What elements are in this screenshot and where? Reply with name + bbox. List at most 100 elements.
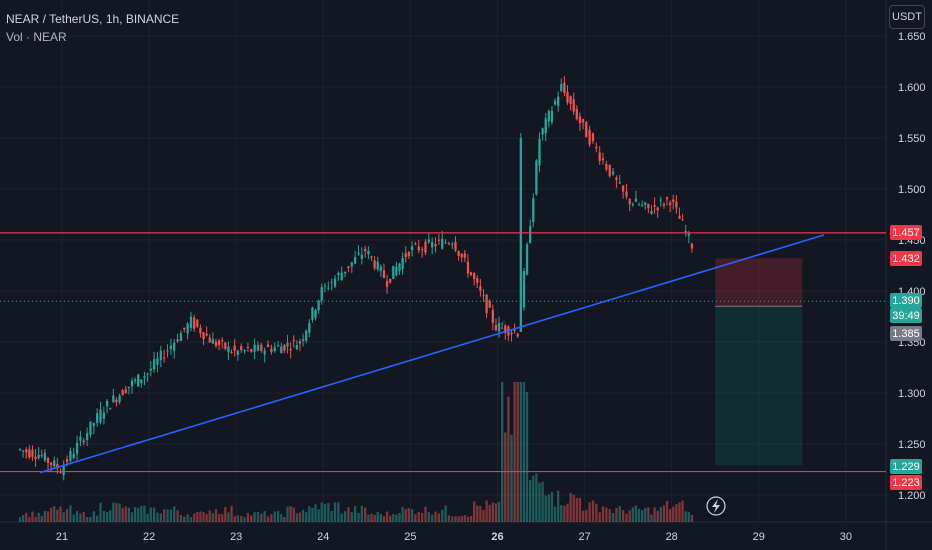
volume-legend[interactable]: Vol · NEAR [6, 30, 67, 44]
candle-body[interactable] [240, 346, 243, 351]
candle-body[interactable] [566, 92, 569, 103]
candle-body[interactable] [656, 207, 659, 211]
candle-body[interactable] [250, 349, 253, 352]
candle-body[interactable] [460, 253, 463, 258]
candle-body[interactable] [665, 197, 669, 200]
candle-body[interactable] [650, 210, 653, 214]
candle-body[interactable] [176, 339, 179, 342]
candle-body[interactable] [687, 232, 690, 236]
candle-body[interactable] [395, 266, 398, 276]
candle-body[interactable] [357, 252, 360, 254]
candle-body[interactable] [479, 286, 482, 291]
candle-body[interactable] [501, 327, 504, 329]
candle-body[interactable] [463, 253, 466, 258]
candle-body[interactable] [256, 344, 260, 351]
candle-body[interactable] [625, 191, 628, 197]
candle-body[interactable] [146, 373, 149, 375]
candle-body[interactable] [591, 133, 595, 142]
candle-body[interactable] [535, 160, 538, 195]
candle-body[interactable] [208, 337, 211, 343]
candle-body[interactable] [159, 350, 162, 361]
candle-body[interactable] [532, 198, 535, 223]
candle-body[interactable] [644, 202, 647, 205]
candle-body[interactable] [634, 198, 638, 202]
candle-body[interactable] [227, 346, 230, 353]
candle-body[interactable] [273, 347, 276, 352]
candle-body[interactable] [121, 390, 124, 396]
candle-body[interactable] [193, 317, 196, 329]
candle-body[interactable] [105, 400, 109, 407]
candle-body[interactable] [373, 260, 376, 269]
candle-body[interactable] [529, 226, 532, 243]
candle-body[interactable] [62, 465, 65, 476]
candle-body[interactable] [320, 287, 323, 301]
candle-body[interactable] [253, 344, 256, 352]
candle-body[interactable] [547, 110, 550, 122]
candle-body[interactable] [595, 146, 598, 149]
candle-body[interactable] [37, 454, 40, 459]
candle-body[interactable] [560, 84, 563, 91]
candle-body[interactable] [305, 330, 308, 341]
candle-body[interactable] [327, 287, 330, 289]
candle-body[interactable] [476, 278, 479, 283]
candle-body[interactable] [143, 376, 146, 378]
candle-body[interactable] [28, 449, 31, 458]
candle-body[interactable] [427, 239, 430, 243]
candle-body[interactable] [246, 347, 250, 349]
candle-body[interactable] [417, 246, 420, 251]
candle-body[interactable] [217, 340, 221, 346]
candle-body[interactable] [437, 239, 441, 241]
candle-body[interactable] [410, 246, 414, 251]
candle-body[interactable] [364, 248, 367, 252]
candle-body[interactable] [653, 205, 656, 207]
candle-body[interactable] [675, 201, 678, 208]
candle-body[interactable] [572, 99, 575, 112]
candle-body[interactable] [137, 374, 140, 387]
candle-body[interactable] [214, 341, 218, 347]
candle-body[interactable] [31, 449, 34, 457]
candle-body[interactable] [557, 96, 560, 106]
candle-body[interactable] [420, 249, 424, 251]
candle-body[interactable] [385, 280, 389, 287]
candle-body[interactable] [283, 344, 286, 351]
candle-body[interactable] [127, 386, 131, 389]
candle-body[interactable] [398, 263, 401, 271]
candle-body[interactable] [179, 333, 183, 341]
candle-body[interactable] [538, 139, 541, 166]
candle-body[interactable] [659, 199, 662, 201]
candle-body[interactable] [588, 129, 591, 145]
candle-body[interactable] [491, 310, 494, 323]
candle-body[interactable] [407, 252, 410, 257]
candle-body[interactable] [370, 256, 373, 258]
candle-body[interactable] [672, 199, 675, 202]
candle-body[interactable] [109, 408, 112, 410]
candle-body[interactable] [444, 242, 447, 244]
candle-body[interactable] [205, 333, 208, 336]
trend-line[interactable] [39, 234, 825, 474]
candle-body[interactable] [133, 379, 137, 381]
candle-body[interactable] [173, 342, 176, 351]
candle-body[interactable] [550, 110, 554, 122]
candle-body[interactable] [69, 451, 72, 461]
candle-body[interactable] [522, 270, 526, 308]
candle-body[interactable] [115, 399, 118, 403]
candle-body[interactable] [469, 272, 473, 276]
candle-body[interactable] [85, 433, 89, 441]
candle-body[interactable] [516, 333, 519, 337]
candle-body[interactable] [163, 357, 166, 359]
candle-body[interactable] [323, 285, 327, 287]
candle-body[interactable] [569, 96, 572, 105]
candle-body[interactable] [605, 164, 608, 170]
candle-body[interactable] [379, 266, 382, 271]
candle-body[interactable] [330, 282, 333, 284]
candle-body[interactable] [367, 250, 370, 255]
candle-body[interactable] [314, 309, 317, 318]
candle-body[interactable] [124, 389, 127, 393]
candle-body[interactable] [118, 395, 121, 402]
candle-body[interactable] [647, 203, 650, 209]
candle-body[interactable] [482, 295, 485, 297]
candle-body[interactable] [130, 380, 134, 387]
candle-body[interactable] [295, 345, 299, 350]
candle-body[interactable] [186, 323, 189, 334]
